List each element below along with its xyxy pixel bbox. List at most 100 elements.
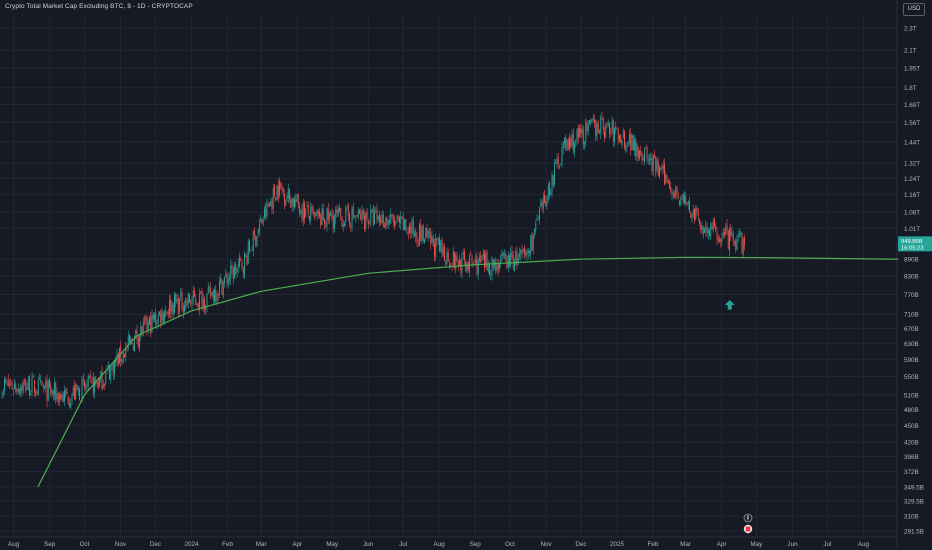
candle-body: [124, 353, 125, 358]
candle-body: [352, 206, 354, 217]
candle-body: [251, 249, 253, 251]
candle-body: [717, 238, 719, 241]
candle-body: [719, 239, 720, 241]
candle-body: [555, 161, 557, 163]
candle-body: [639, 150, 640, 159]
candle-body: [82, 378, 84, 382]
candle-body: [377, 216, 379, 219]
y-tick-label: 480B: [904, 407, 919, 414]
candle-body: [21, 385, 23, 392]
candle-body: [679, 200, 680, 205]
candle-body: [195, 299, 197, 305]
candle-body: [102, 384, 104, 388]
candle-body: [619, 135, 620, 142]
y-tick-label: 1.68T: [904, 102, 920, 109]
y-tick-label: 710B: [904, 312, 919, 319]
y-tick-label: 1.44T: [904, 140, 920, 147]
candle-body: [94, 379, 95, 394]
candle-body: [489, 264, 490, 275]
candle-body: [724, 232, 725, 236]
candle-body: [704, 229, 705, 233]
candle-body: [24, 380, 25, 382]
candle-body: [12, 389, 14, 391]
candle-body: [229, 278, 230, 281]
candle-body: [287, 188, 289, 199]
candle-body: [607, 122, 609, 126]
candle-body: [649, 158, 650, 160]
candle-body: [49, 379, 50, 387]
candle-body: [384, 225, 385, 228]
candle-body: [435, 237, 437, 258]
candle-body: [635, 138, 637, 156]
candle-body: [252, 231, 254, 252]
candle-body: [670, 186, 672, 192]
news-badge-icon: [745, 526, 751, 532]
candle-body: [17, 388, 19, 392]
candle-body: [551, 174, 553, 194]
candle-body: [295, 199, 297, 203]
candle-body: [710, 224, 712, 239]
candle-body: [150, 316, 152, 334]
candle-body: [236, 267, 238, 273]
candle-body: [684, 195, 685, 203]
candle-body: [19, 389, 20, 393]
candle-body: [675, 188, 677, 197]
candle-body: [340, 207, 342, 217]
candle-body: [534, 229, 535, 233]
candle-body: [701, 225, 703, 230]
candle-body: [181, 291, 183, 309]
candle-body: [645, 147, 647, 149]
candle-body: [190, 302, 192, 304]
candle-body: [137, 337, 139, 346]
candle-body: [222, 281, 224, 297]
candle-body: [522, 249, 524, 252]
candle-body: [52, 391, 54, 395]
candle-body: [336, 209, 338, 213]
candle-body: [296, 194, 298, 201]
candle-body: [621, 139, 623, 145]
candle-body: [365, 212, 367, 229]
candle-body: [392, 214, 394, 222]
candle-body: [694, 209, 695, 222]
candle-body: [30, 393, 32, 396]
candle-body: [225, 274, 227, 277]
candle-body: [31, 377, 33, 392]
candle-body: [740, 232, 742, 234]
candle-body: [741, 233, 743, 253]
candle-body: [452, 251, 454, 267]
currency-button[interactable]: USD: [903, 3, 925, 16]
candle-body: [32, 375, 34, 378]
x-tick-label: Jul: [823, 541, 831, 548]
x-tick-label: Sep: [470, 541, 482, 548]
candle-body: [622, 130, 624, 138]
candle-body: [291, 198, 293, 206]
y-tick-label: 1.95T: [904, 66, 920, 73]
candle-body: [577, 127, 579, 138]
candle-body: [41, 381, 43, 386]
candle-body: [440, 240, 442, 252]
candle-body: [347, 204, 349, 217]
candle-body: [294, 199, 295, 208]
candle-body: [624, 130, 625, 148]
candle-body: [140, 326, 142, 337]
candle-body: [569, 138, 570, 150]
candle-body: [67, 396, 69, 405]
candle-body: [310, 207, 312, 220]
candle-body: [15, 383, 17, 391]
candle-body: [627, 141, 629, 145]
candle-body: [4, 379, 5, 391]
candle-body: [601, 116, 603, 118]
candle-body: [69, 403, 70, 407]
candle-body: [370, 209, 372, 223]
candle-body: [734, 241, 735, 243]
candle-body: [322, 209, 324, 221]
arrow-up-icon[interactable]: [724, 300, 735, 310]
candle-body: [297, 193, 299, 206]
candle-body: [5, 378, 7, 383]
candle-body: [321, 207, 323, 226]
candle-body: [289, 189, 290, 199]
candle-body: [405, 218, 407, 230]
candle-body: [565, 137, 567, 149]
